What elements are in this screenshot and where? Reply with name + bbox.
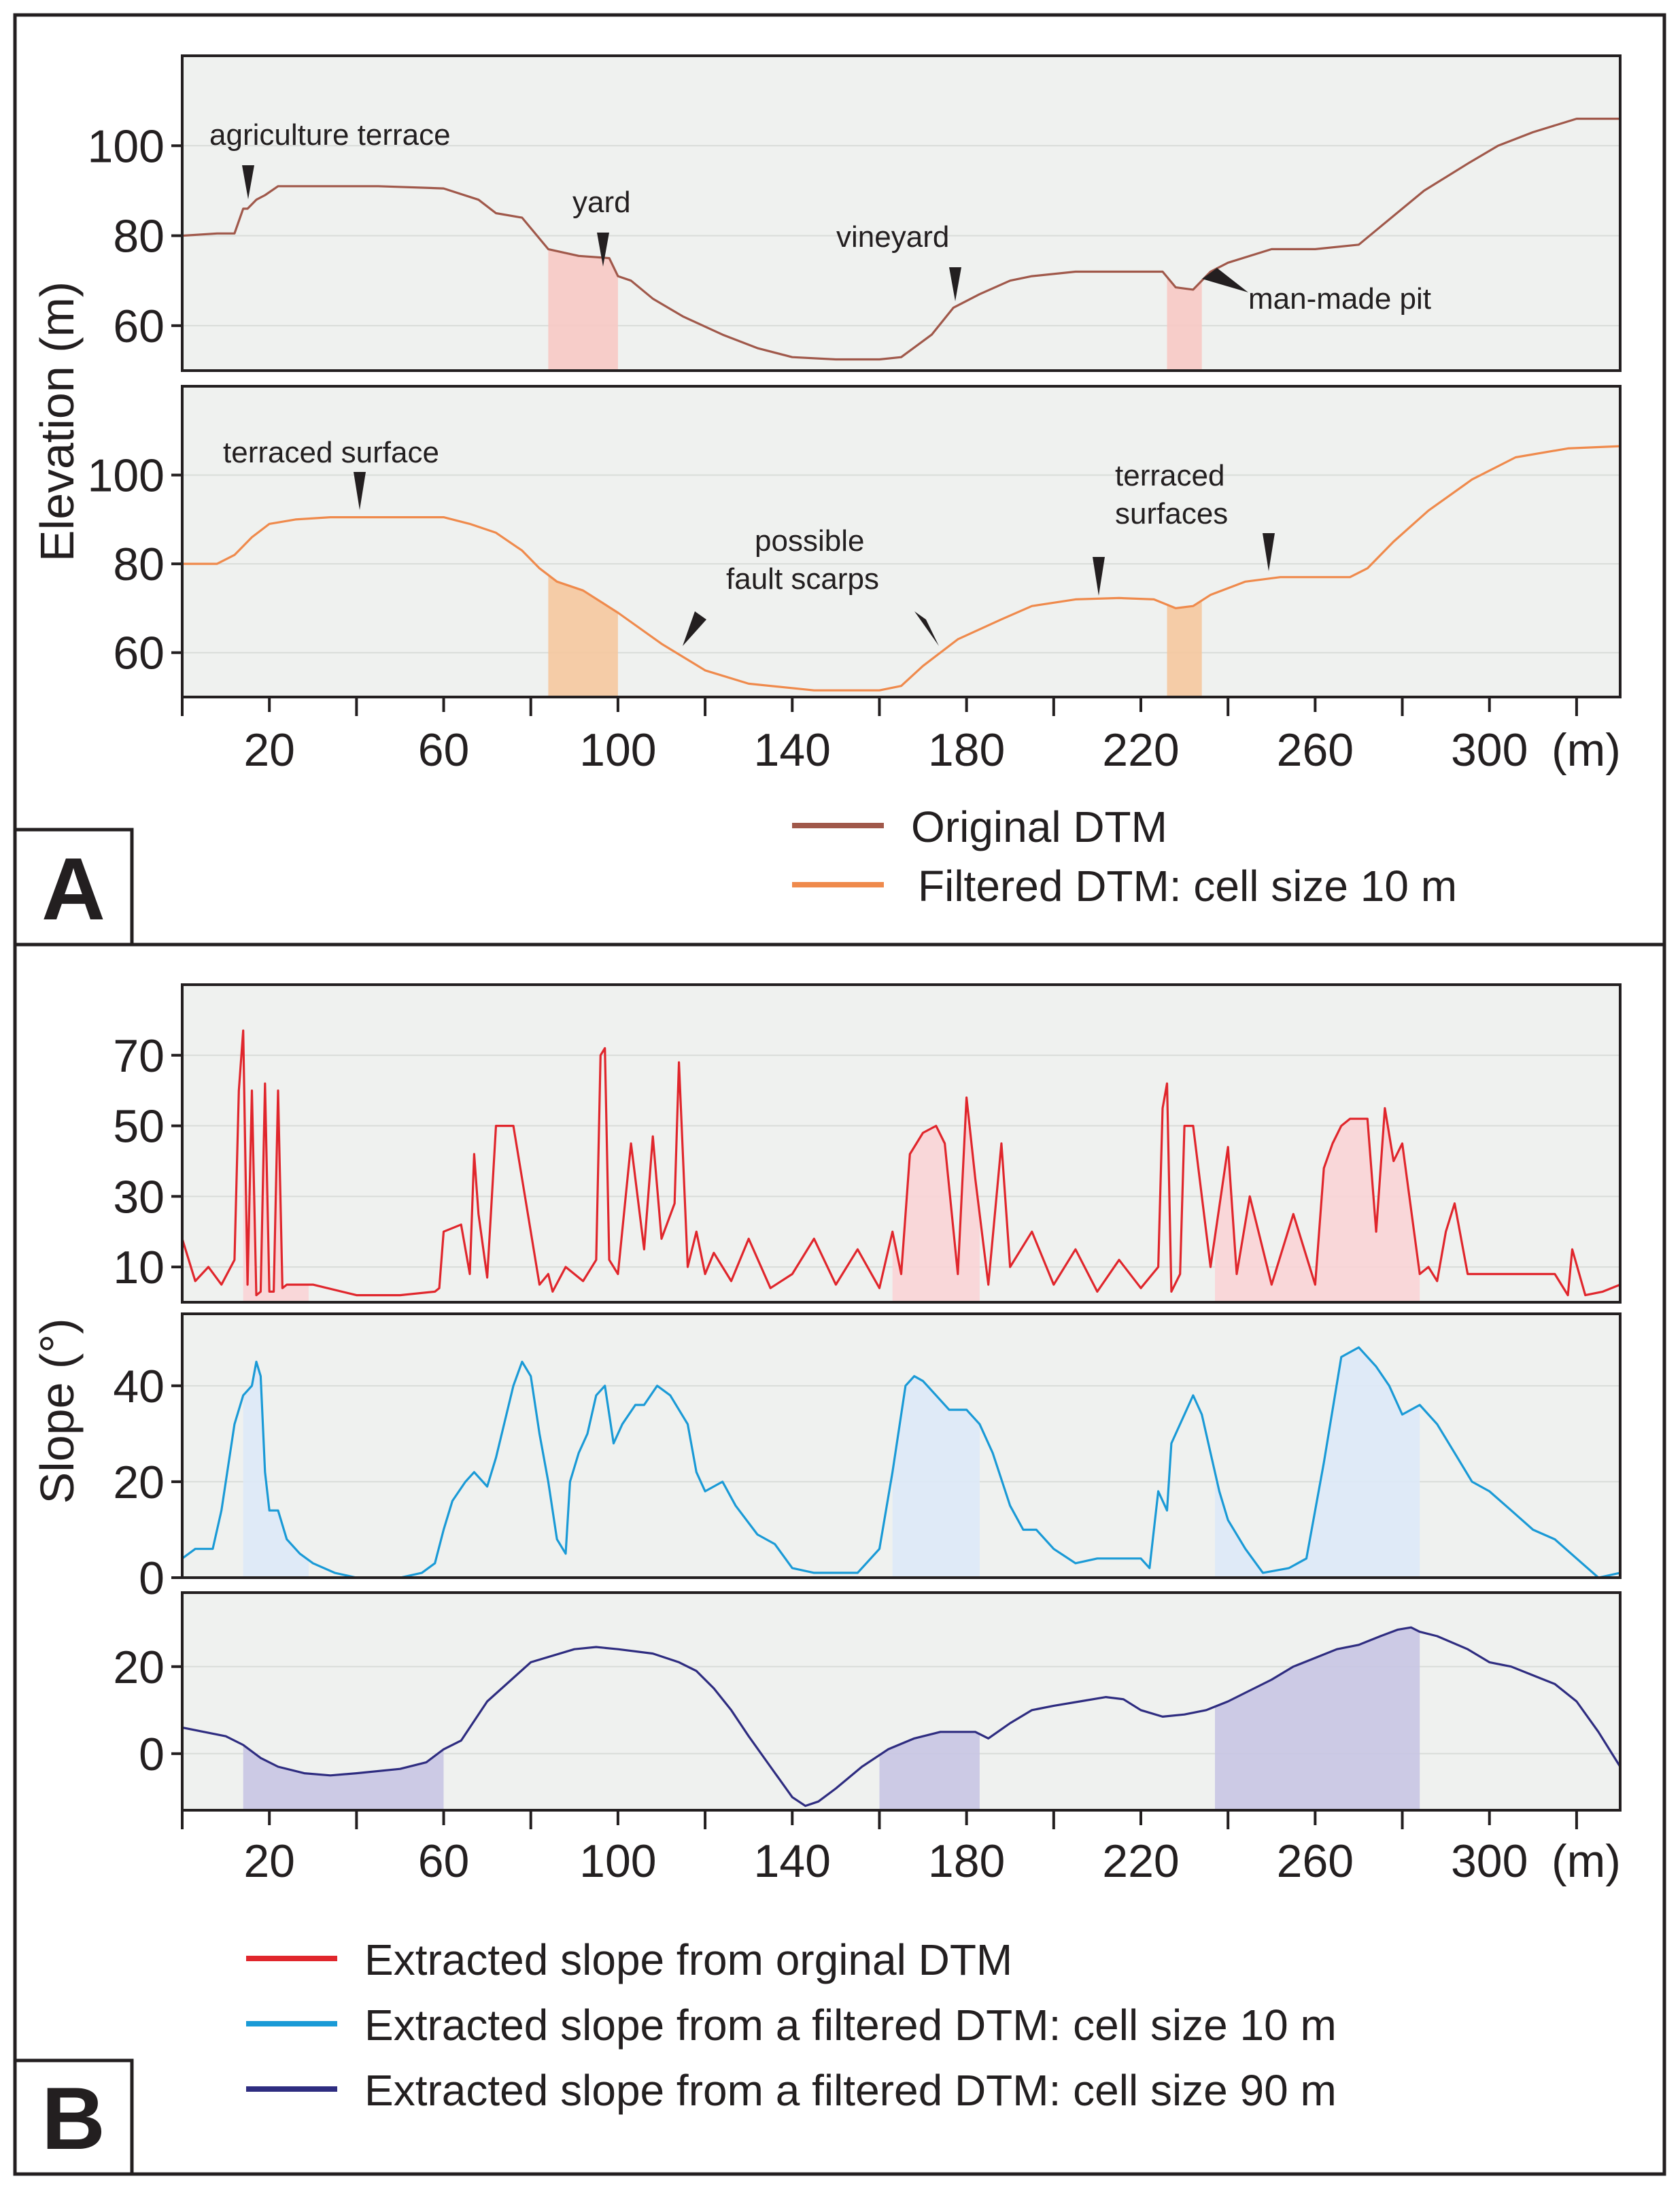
panel-a-x-tick-labels: 20 60 100 140 180 220 260 300 bbox=[243, 724, 1528, 776]
arrow-yard bbox=[597, 233, 609, 267]
annotation-yard: yard bbox=[572, 186, 631, 219]
arrow-terraced-surfaces-right bbox=[1263, 533, 1275, 571]
y-tick-label-slope-original: 70 bbox=[113, 1030, 165, 1082]
y-tick-label-slope-10m: 40 bbox=[113, 1361, 165, 1412]
arrow-terraced-surfaces-left bbox=[1093, 557, 1105, 596]
x-tick-label-panel-b: 20 bbox=[243, 1835, 295, 1887]
x-tick-label-panel-b: 100 bbox=[579, 1835, 656, 1887]
annotation-agriculture-terrace: agriculture terrace bbox=[209, 118, 451, 152]
y-tick-label-original-dtm: 60 bbox=[113, 301, 165, 352]
legend-label-original-dtm: Original DTM bbox=[911, 802, 1167, 851]
plot-area-filtered-dtm bbox=[182, 386, 1620, 697]
x-tick-label-panel-b: 140 bbox=[754, 1835, 831, 1887]
plot-frame-slope-10m bbox=[181, 1312, 1622, 1579]
x-tick-label-panel-b: 180 bbox=[928, 1835, 1005, 1887]
plot-frame-filtered-dtm bbox=[181, 385, 1622, 698]
y-tick-label-filtered-dtm: 80 bbox=[113, 539, 165, 590]
x-tick-label-panel-b: 220 bbox=[1102, 1835, 1179, 1887]
plot-frame-original-dtm bbox=[181, 54, 1622, 372]
annotation-fault-scarps: fault scarps bbox=[726, 562, 879, 596]
annotation-vineyard: vineyard bbox=[836, 220, 949, 254]
highlight-slope-10m bbox=[243, 1361, 309, 1578]
legend-label-slope-original: Extracted slope from orginal DTM bbox=[364, 1935, 1012, 1984]
panel-a-x-unit: (m) bbox=[1552, 724, 1621, 776]
highlight-slope-10m bbox=[1215, 1347, 1420, 1578]
y-tick-label-original-dtm: 80 bbox=[113, 211, 165, 262]
highlight-filtered-dtm bbox=[548, 575, 618, 697]
y-tick-label-slope-90m: 0 bbox=[139, 1729, 165, 1780]
panel-a-label-box bbox=[13, 828, 134, 947]
plot-frame-slope-original bbox=[181, 983, 1622, 1304]
annotation-man-made-pit: man-made pit bbox=[1248, 282, 1431, 316]
panel-b-x-tick-labels: 20 60 100 140 180 220 260 300 bbox=[243, 1835, 1528, 1887]
y-tick-label-slope-90m: 20 bbox=[113, 1642, 165, 1693]
panel-a-label: A bbox=[41, 839, 105, 938]
arrow-man-made-pit bbox=[1202, 268, 1248, 292]
highlight-original-dtm bbox=[548, 249, 618, 371]
x-tick-label-panel-b: 260 bbox=[1277, 1835, 1354, 1887]
x-tick-label-panel-a: 300 bbox=[1451, 724, 1528, 776]
x-tick-label-panel-a: 220 bbox=[1102, 724, 1179, 776]
x-tick-label-panel-a: 260 bbox=[1277, 724, 1354, 776]
highlight-original-dtm bbox=[1167, 277, 1202, 371]
panel-b-y-axis-title: Slope (°) bbox=[31, 1318, 84, 1504]
panel-b-x-unit: (m) bbox=[1552, 1835, 1621, 1887]
arrow-vineyard bbox=[949, 267, 961, 301]
series-line-original-dtm bbox=[182, 118, 1620, 361]
series-line-slope-90m bbox=[182, 1626, 1622, 1808]
y-tick-label-filtered-dtm: 100 bbox=[88, 450, 165, 502]
x-tick-label-panel-a: 180 bbox=[928, 724, 1005, 776]
panel-a-y-axis-title: Elevation (m) bbox=[31, 282, 84, 562]
plot-area-original-dtm bbox=[182, 56, 1620, 371]
highlight-slope-10m bbox=[892, 1376, 980, 1578]
panel-b-label: B bbox=[41, 2069, 105, 2168]
plot-frame-slope-90m bbox=[181, 1591, 1622, 1812]
highlight-slope-90m bbox=[1215, 1627, 1420, 1810]
arrow-terraced-surface bbox=[354, 472, 366, 510]
y-tick-label-slope-10m: 20 bbox=[113, 1457, 165, 1508]
panel-b-label-box bbox=[13, 2058, 134, 2176]
x-tick-label-panel-a: 20 bbox=[243, 724, 295, 776]
highlight-slope-90m bbox=[879, 1731, 980, 1810]
annotation-surfaces: surfaces bbox=[1115, 497, 1228, 530]
highlight-slope-original bbox=[243, 1030, 309, 1302]
annotation-terraced-surface: terraced surface bbox=[223, 436, 439, 469]
y-tick-label-original-dtm: 100 bbox=[88, 120, 165, 172]
x-tick-label-panel-a: 100 bbox=[579, 724, 656, 776]
highlight-filtered-dtm bbox=[1167, 600, 1202, 697]
arrow-fault-scarp-left bbox=[683, 611, 706, 646]
x-tick-label-panel-a: 60 bbox=[418, 724, 470, 776]
y-tick-label-slope-original: 10 bbox=[113, 1242, 165, 1293]
y-tick-label-slope-original: 50 bbox=[113, 1101, 165, 1153]
x-tick-label-panel-b: 300 bbox=[1451, 1835, 1528, 1887]
annotation-terraced: terraced bbox=[1115, 459, 1224, 492]
y-tick-label-slope-original: 30 bbox=[113, 1171, 165, 1223]
annotation-possible: possible bbox=[755, 524, 864, 558]
series-line-slope-original bbox=[181, 1029, 1621, 1297]
y-tick-label-slope-10m: 0 bbox=[139, 1552, 165, 1604]
highlight-slope-90m bbox=[243, 1745, 444, 1810]
legend-label-slope-10m: Extracted slope from a filtered DTM: cel… bbox=[364, 2001, 1337, 2050]
x-tick-label-panel-a: 140 bbox=[754, 724, 831, 776]
arrow-agriculture-terrace bbox=[242, 165, 254, 199]
plot-layer: 60 80 100 60 80 100 10 30 50 70 0 20 40 0 20 bbox=[88, 54, 1622, 1829]
arrow-fault-scarp-right bbox=[914, 611, 939, 646]
series-line-filtered-dtm bbox=[182, 445, 1621, 692]
legend-label-filtered-dtm: Filtered DTM: cell size 10 m bbox=[918, 862, 1457, 911]
highlight-slope-original bbox=[1215, 1108, 1420, 1302]
x-tick-label-panel-b: 60 bbox=[418, 1835, 470, 1887]
legend-label-slope-90m: Extracted slope from a filtered DTM: cel… bbox=[364, 2066, 1337, 2115]
y-tick-label-filtered-dtm: 60 bbox=[113, 628, 165, 679]
